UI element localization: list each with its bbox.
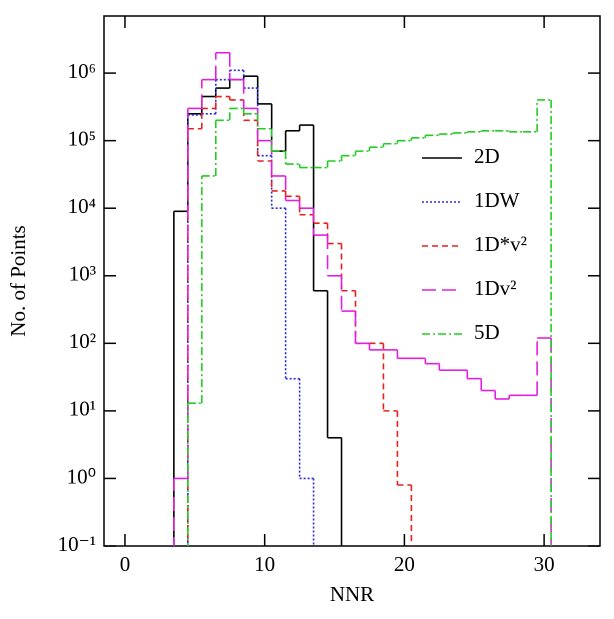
- x-tick-label: 0: [120, 552, 131, 576]
- legend-label: 2D: [474, 144, 500, 168]
- x-tick-label: 10: [254, 552, 275, 576]
- y-tick-label: 10⁴: [68, 194, 96, 218]
- y-tick-label: 10²: [69, 329, 96, 353]
- x-tick-label: 30: [534, 552, 555, 576]
- plot-frame: [103, 15, 601, 547]
- legend-label: 5D: [474, 320, 500, 344]
- legend-label: 1DW: [474, 188, 520, 212]
- y-axis-label: No. of Points: [6, 225, 30, 336]
- y-tick-label: 10⁰: [67, 464, 96, 488]
- legend-label: 1Dv²: [474, 276, 516, 300]
- x-tick-label: 20: [394, 552, 415, 576]
- y-tick-label: 10⁻¹: [58, 532, 96, 556]
- legend-label: 1D*v²: [474, 232, 527, 256]
- y-tick-label: 10¹: [69, 397, 96, 421]
- y-tick-label: 10⁶: [68, 59, 96, 83]
- x-axis-label: NNR: [330, 582, 374, 606]
- plot-area: [173, 51, 552, 546]
- y-tick-label: 10⁵: [68, 126, 96, 150]
- y-tick-label: 10³: [69, 262, 96, 286]
